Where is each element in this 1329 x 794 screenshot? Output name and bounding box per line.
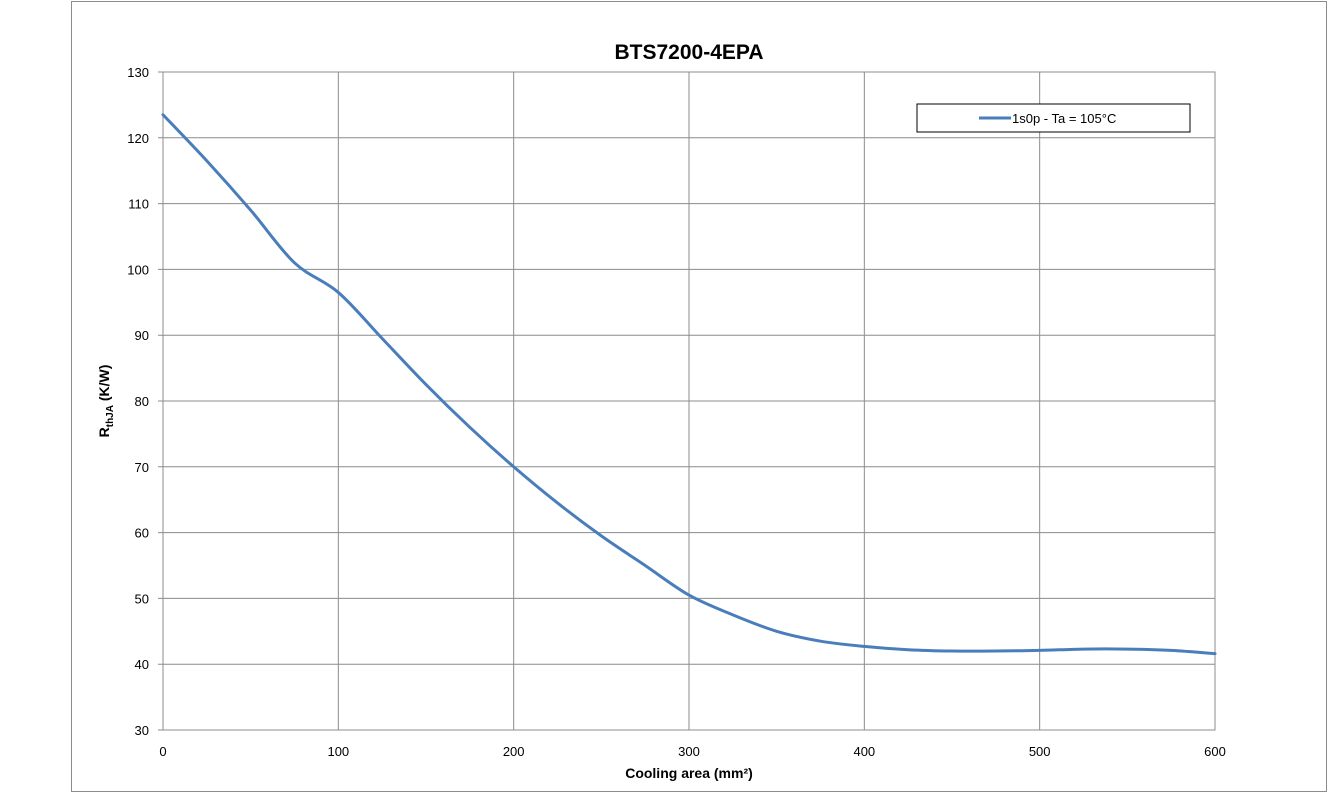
x-tick-labels: 0 100 200 300 400 500 600 bbox=[159, 744, 1225, 759]
legend-label: 1s0p - Ta = 105°C bbox=[1012, 111, 1116, 126]
y-axis-label-subscript: thJA bbox=[105, 405, 116, 427]
x-tick-label: 500 bbox=[1029, 744, 1051, 759]
plot-area bbox=[162, 71, 1216, 731]
x-tick-label: 100 bbox=[327, 744, 349, 759]
series-lines bbox=[161, 113, 1217, 656]
series-line-0 bbox=[161, 113, 1217, 656]
y-tick-label: 60 bbox=[135, 526, 149, 541]
y-tick-label: 40 bbox=[135, 657, 149, 672]
y-tick-label: 120 bbox=[127, 131, 149, 146]
legend: 1s0p - Ta = 105°C bbox=[916, 103, 1191, 133]
x-tick-label: 300 bbox=[678, 744, 700, 759]
chart-title: BTS7200-4EPA bbox=[614, 41, 763, 64]
y-tick-label: 100 bbox=[127, 262, 149, 277]
legend-box bbox=[916, 103, 1191, 133]
y-tick-label: 30 bbox=[135, 723, 149, 738]
x-tick-label: 600 bbox=[1204, 744, 1226, 759]
y-tick-label: 50 bbox=[135, 591, 149, 606]
y-axis-label-main: R bbox=[96, 427, 112, 437]
y-tick-label: 70 bbox=[135, 460, 149, 475]
x-tick-label: 400 bbox=[853, 744, 875, 759]
y-tick-labels: 30 40 50 60 70 80 90 100 110 120 130 bbox=[127, 65, 149, 738]
y-tick-label: 90 bbox=[135, 328, 149, 343]
chart-frame bbox=[71, 1, 1327, 792]
grid bbox=[158, 71, 1216, 731]
y-tick-label: 130 bbox=[127, 65, 149, 80]
y-tick-label: 110 bbox=[128, 197, 149, 212]
x-tick-label: 0 bbox=[159, 744, 166, 759]
x-tick-label: 200 bbox=[503, 744, 525, 759]
y-axis-label: RthJA (K/W) bbox=[96, 365, 116, 438]
y-tick-label: 80 bbox=[135, 394, 149, 409]
x-axis-label: Cooling area (mm²) bbox=[625, 765, 753, 781]
y-axis-label-suffix: (K/W) bbox=[96, 365, 112, 405]
